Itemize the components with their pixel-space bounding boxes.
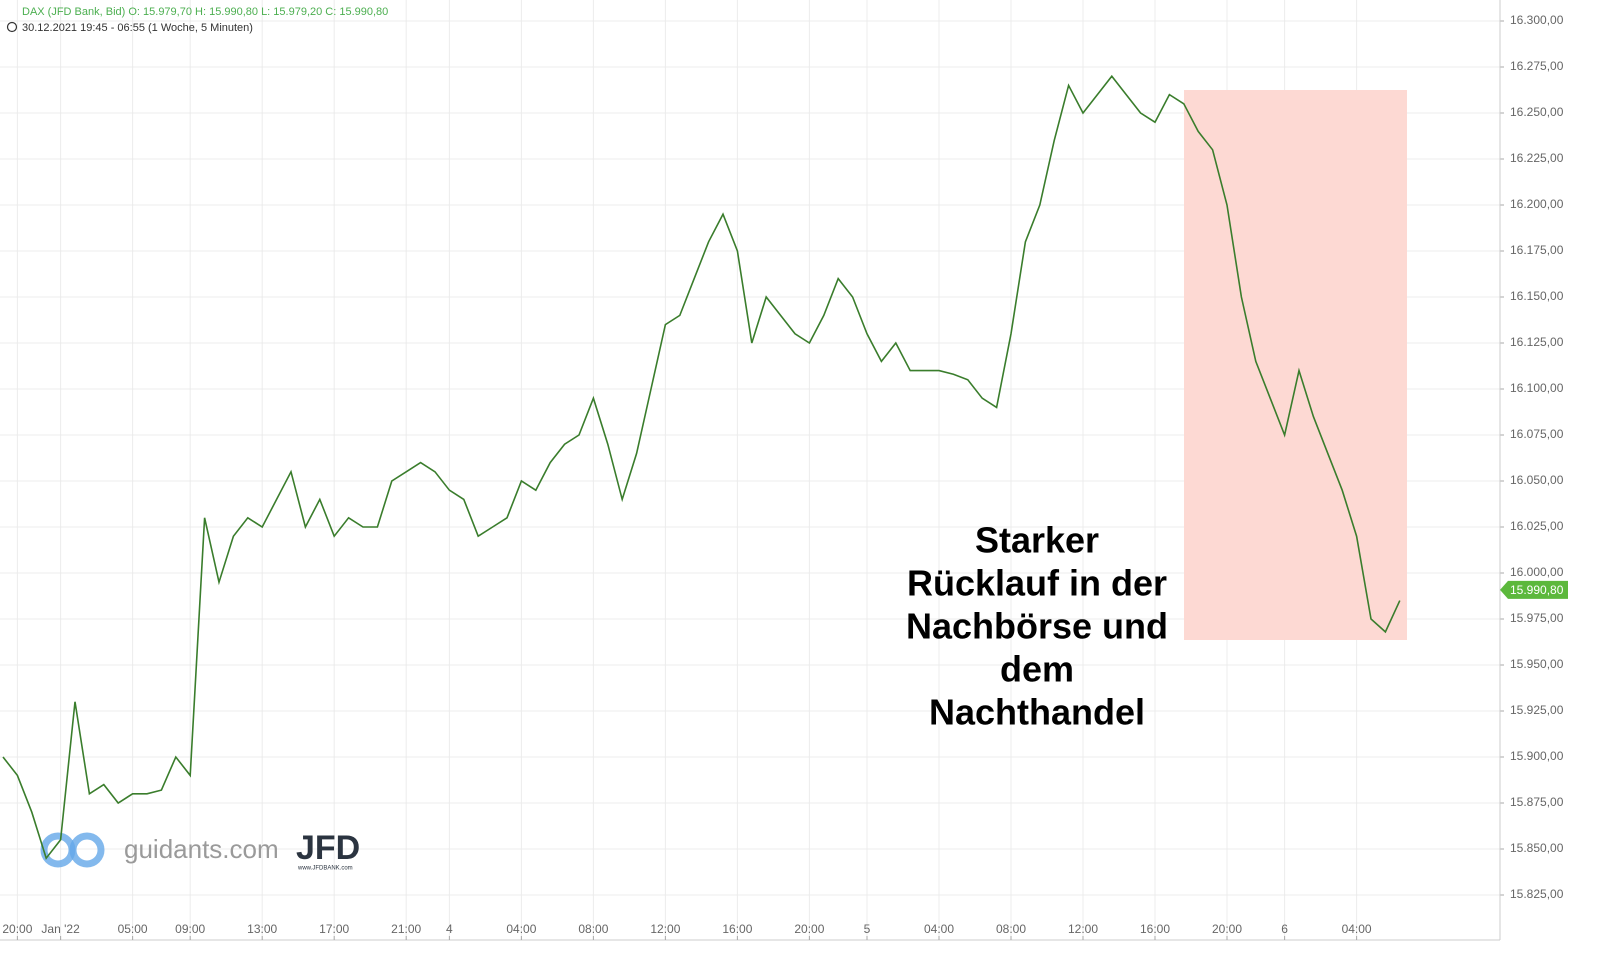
annotation: Nachbörse und <box>906 606 1168 647</box>
x-tick-label: Jan '22 <box>41 922 80 936</box>
x-tick-label: 21:00 <box>391 922 421 936</box>
annotation: dem <box>1000 649 1074 690</box>
x-tick-label: 04:00 <box>924 922 954 936</box>
header: DAX (JFD Bank, Bid) O: 15.979,70 H: 15.9… <box>6 6 388 34</box>
x-tick-label: 04:00 <box>506 922 536 936</box>
y-tick-label: 15.875,00 <box>1510 795 1564 809</box>
x-tick-label: 08:00 <box>996 922 1026 936</box>
y-tick-label: 16.175,00 <box>1510 243 1564 257</box>
y-tick-label: 15.925,00 <box>1510 703 1564 717</box>
x-tick-label: 09:00 <box>175 922 205 936</box>
logo-ring <box>40 832 76 868</box>
y-tick-label: 16.075,00 <box>1510 427 1564 441</box>
y-tick-label: 16.125,00 <box>1510 335 1564 349</box>
watermark-site: guidants.com <box>124 834 279 864</box>
chart-title: DAX (JFD Bank, Bid) O: 15.979,70 H: 15.9… <box>22 6 388 18</box>
y-tick-label: 15.950,00 <box>1510 657 1564 671</box>
x-tick-label: 12:00 <box>1068 922 1098 936</box>
y-tick-label: 16.150,00 <box>1510 289 1564 303</box>
y-tick-label: 15.975,00 <box>1510 611 1564 625</box>
chart-subtitle: 30.12.2021 19:45 - 06:55 (1 Woche, 5 Min… <box>22 22 253 34</box>
x-tick-label: 17:00 <box>319 922 349 936</box>
last-price-label: 15.990,80 <box>1510 583 1564 597</box>
y-tick-label: 16.100,00 <box>1510 381 1564 395</box>
last-price-tag <box>1500 580 1568 599</box>
watermark-brand: JFD <box>296 829 360 867</box>
y-tick-label: 16.200,00 <box>1510 197 1564 211</box>
x-tick-label: 20:00 <box>1212 922 1242 936</box>
y-tick-label: 16.300,00 <box>1510 13 1564 27</box>
y-tick-label: 16.025,00 <box>1510 519 1564 533</box>
y-tick-label: 16.275,00 <box>1510 59 1564 73</box>
price-line <box>2 74 1401 860</box>
y-tick-label: 16.250,00 <box>1510 105 1564 119</box>
annotation: Starker <box>975 520 1099 561</box>
watermark-url: www.JFDBANK.com <box>297 866 353 872</box>
y-tick-label: 15.900,00 <box>1510 749 1564 763</box>
x-tick-label: 4 <box>446 922 453 936</box>
x-tick-label: 20:00 <box>2 922 32 936</box>
y-tick-label: 16.050,00 <box>1510 473 1564 487</box>
x-tick-label: 16:00 <box>1140 922 1170 936</box>
x-tick-label: 6 <box>1281 922 1288 936</box>
highlight-zone <box>1184 90 1407 640</box>
y-tick-label: 16.225,00 <box>1510 151 1564 165</box>
watermark: guidants.com JFD www.JFDBANK.com <box>40 829 360 872</box>
y-tick-label: 16.000,00 <box>1510 565 1564 579</box>
logo-ring <box>69 832 105 868</box>
x-tick-label: 08:00 <box>578 922 608 936</box>
clock-icon <box>6 21 18 33</box>
x-tick-label: 12:00 <box>650 922 680 936</box>
x-tick-label: 20:00 <box>794 922 824 936</box>
annotation: Nachthandel <box>929 692 1145 733</box>
annotation: Rücklauf in der <box>907 563 1167 604</box>
x-tick-label: 13:00 <box>247 922 277 936</box>
y-tick-label: 15.825,00 <box>1510 887 1564 901</box>
x-tick-label: 16:00 <box>722 922 752 936</box>
x-tick-label: 05:00 <box>118 922 148 936</box>
x-tick-label: 04:00 <box>1342 922 1372 936</box>
x-tick-label: 5 <box>864 922 871 936</box>
y-tick-label: 15.850,00 <box>1510 841 1564 855</box>
